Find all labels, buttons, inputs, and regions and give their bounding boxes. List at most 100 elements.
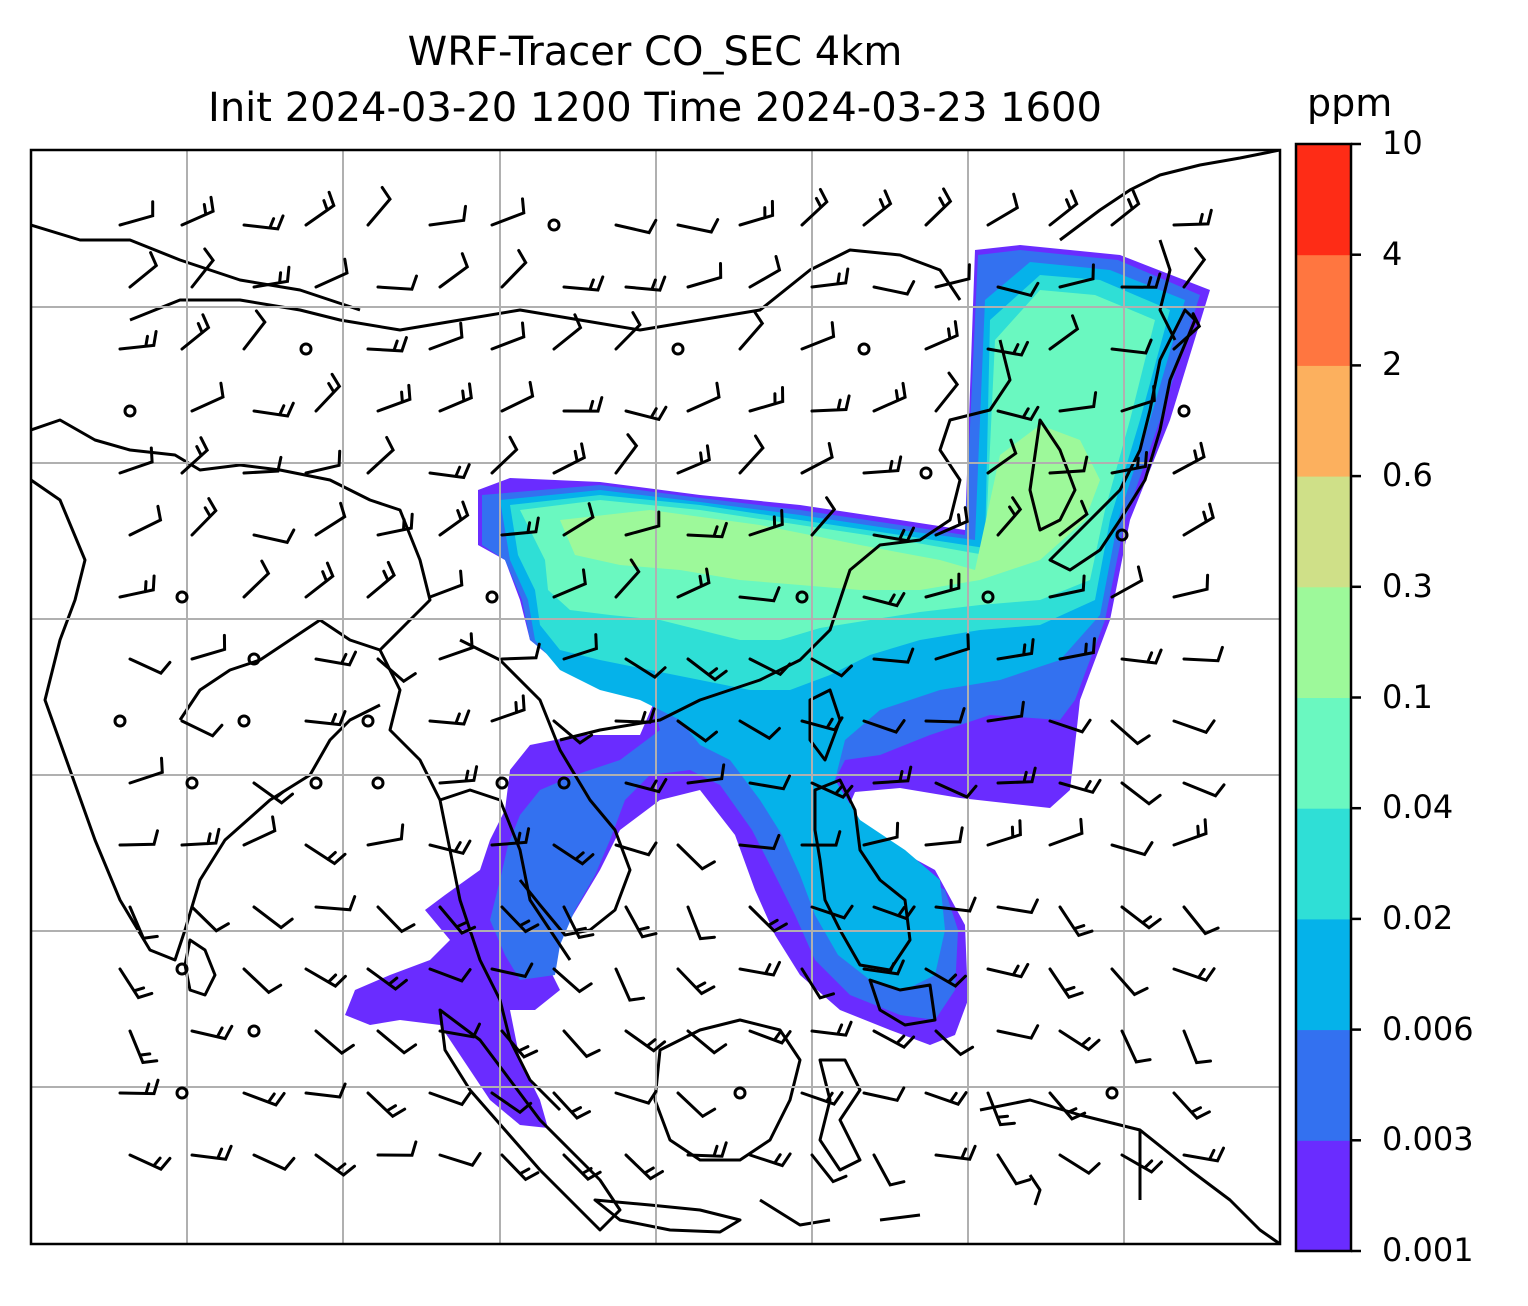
wind-barb <box>180 827 221 847</box>
wind-barb <box>490 435 519 475</box>
wind-barb <box>252 265 291 289</box>
wind-barb <box>366 436 395 475</box>
wind-barb <box>190 1144 233 1161</box>
wind-barb <box>624 405 668 422</box>
wind-barb <box>924 707 966 724</box>
wind-barb <box>1120 385 1156 413</box>
wind-barb <box>128 504 163 537</box>
wind-barb <box>438 1022 481 1039</box>
colorbar-tick-label: 0.1 <box>1382 677 1433 716</box>
wind-barb <box>1048 817 1084 847</box>
calm-wind-marker <box>309 776 323 790</box>
wind-barb <box>562 633 598 661</box>
wind-barb <box>800 716 844 732</box>
wind-barb <box>996 898 1039 915</box>
wind-barb <box>314 1029 355 1055</box>
wind-barb <box>924 187 953 227</box>
wind-barb <box>490 321 526 351</box>
wind-barb <box>304 449 342 475</box>
wind-barb <box>490 197 526 227</box>
wind-barb <box>128 905 159 940</box>
wind-barb <box>128 251 159 289</box>
wind-barb <box>552 442 586 475</box>
wind-barb <box>676 444 711 475</box>
wind-barb <box>862 189 893 227</box>
wind-barb <box>810 1020 853 1037</box>
wind-barb <box>624 657 667 679</box>
colorbar-segment <box>1296 365 1351 477</box>
wind-barb <box>996 496 1023 537</box>
wind-barb <box>190 905 230 933</box>
calm-wind-marker <box>557 776 571 790</box>
wind-barb <box>428 463 471 480</box>
wind-barb <box>1058 499 1089 537</box>
wind-barb <box>986 438 1018 475</box>
wind-barb <box>118 330 158 351</box>
wind-barb <box>986 192 1020 227</box>
wind-barb <box>1048 574 1086 599</box>
calm-wind-marker <box>299 342 313 356</box>
wind-barb <box>676 843 716 871</box>
wind-barb <box>1058 905 1094 938</box>
wind-barb <box>676 567 711 599</box>
wind-barb <box>800 321 836 351</box>
calm-wind-marker <box>981 590 995 604</box>
wind-barb <box>128 1029 159 1065</box>
wind-barb <box>800 967 835 1000</box>
wind-barb <box>748 255 782 289</box>
wind-barb <box>190 633 227 661</box>
coastlines <box>31 150 1280 1244</box>
wind-barb <box>810 781 854 799</box>
wind-barb <box>252 1153 296 1171</box>
wind-barb <box>128 657 172 675</box>
wind-barb <box>986 962 1030 979</box>
wind-barb <box>1058 778 1102 795</box>
colorbar-tick-label: 0.02 <box>1382 898 1454 937</box>
wind-barb <box>242 815 277 847</box>
wind-barb <box>500 249 528 289</box>
wind-barb <box>376 512 414 537</box>
wind-barb <box>428 569 464 599</box>
wind-barb <box>242 967 283 995</box>
wind-barb <box>252 528 296 545</box>
wind-barb <box>862 719 906 734</box>
wind-barb <box>624 275 667 292</box>
wind-barb <box>748 657 792 677</box>
wind-barb <box>748 905 788 933</box>
wind-barb <box>872 905 916 921</box>
wind-barb <box>748 1152 792 1168</box>
wind-barb <box>180 719 224 738</box>
colorbar-tick-label: 0.6 <box>1382 456 1433 495</box>
colorbar <box>1294 142 1361 1253</box>
wind-barb <box>118 200 155 227</box>
wind-barb <box>810 904 854 920</box>
wind-barb <box>934 371 960 413</box>
wind-barb <box>1120 272 1162 289</box>
wind-barb <box>190 1024 234 1041</box>
calm-wind-marker <box>857 342 871 356</box>
wind-barb <box>366 560 396 599</box>
wind-barb <box>686 1029 728 1055</box>
wind-barb <box>686 381 721 413</box>
colorbar-segment <box>1296 808 1351 920</box>
wind-barb <box>500 516 540 537</box>
wind-barb <box>1120 1029 1152 1064</box>
wind-barb <box>614 558 641 599</box>
wind-barb <box>800 830 842 847</box>
wind-barb <box>438 252 470 289</box>
gridlines <box>31 150 1280 1244</box>
calm-wind-marker <box>1105 1086 1119 1100</box>
wind-barb <box>366 1091 407 1119</box>
wind-barb <box>1110 565 1144 599</box>
wind-barb <box>924 967 967 988</box>
wind-barb <box>304 967 347 988</box>
wind-barb <box>810 496 837 537</box>
wind-barb <box>924 320 959 351</box>
wind-barb <box>738 960 781 977</box>
calm-wind-marker <box>671 342 685 356</box>
wind-barb <box>614 841 658 857</box>
wind-barb <box>986 1091 1016 1127</box>
wind-barb <box>624 778 668 794</box>
wind-barb <box>1048 967 1084 999</box>
wind-barb <box>986 340 1029 357</box>
